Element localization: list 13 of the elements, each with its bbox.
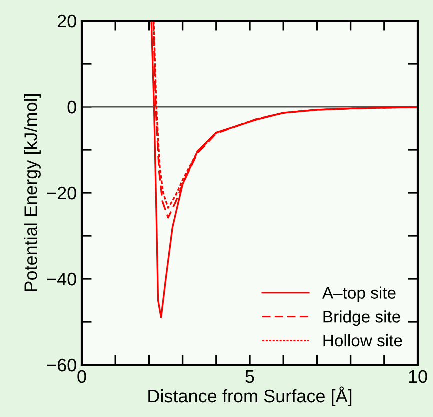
- y-axis-title: Potential Energy [kJ/mol]: [24, 94, 41, 292]
- y-tick-label: −40: [47, 272, 76, 286]
- x-tick-label: 0: [78, 370, 86, 384]
- x-axis-title: Distance from Surface [Å]: [148, 386, 352, 406]
- y-tick-label: −20: [47, 186, 76, 200]
- legend-label: Bridge site: [324, 310, 400, 326]
- y-tick-label: 0: [68, 100, 76, 114]
- legend-label: Hollow site: [324, 334, 402, 347]
- x-tick-label: 5: [246, 370, 254, 384]
- y-tick-label: −60: [47, 358, 76, 372]
- y-tick-label: 20: [58, 14, 76, 28]
- x-tick-label: 10: [409, 370, 428, 384]
- legend-label: A–top site: [322, 286, 396, 302]
